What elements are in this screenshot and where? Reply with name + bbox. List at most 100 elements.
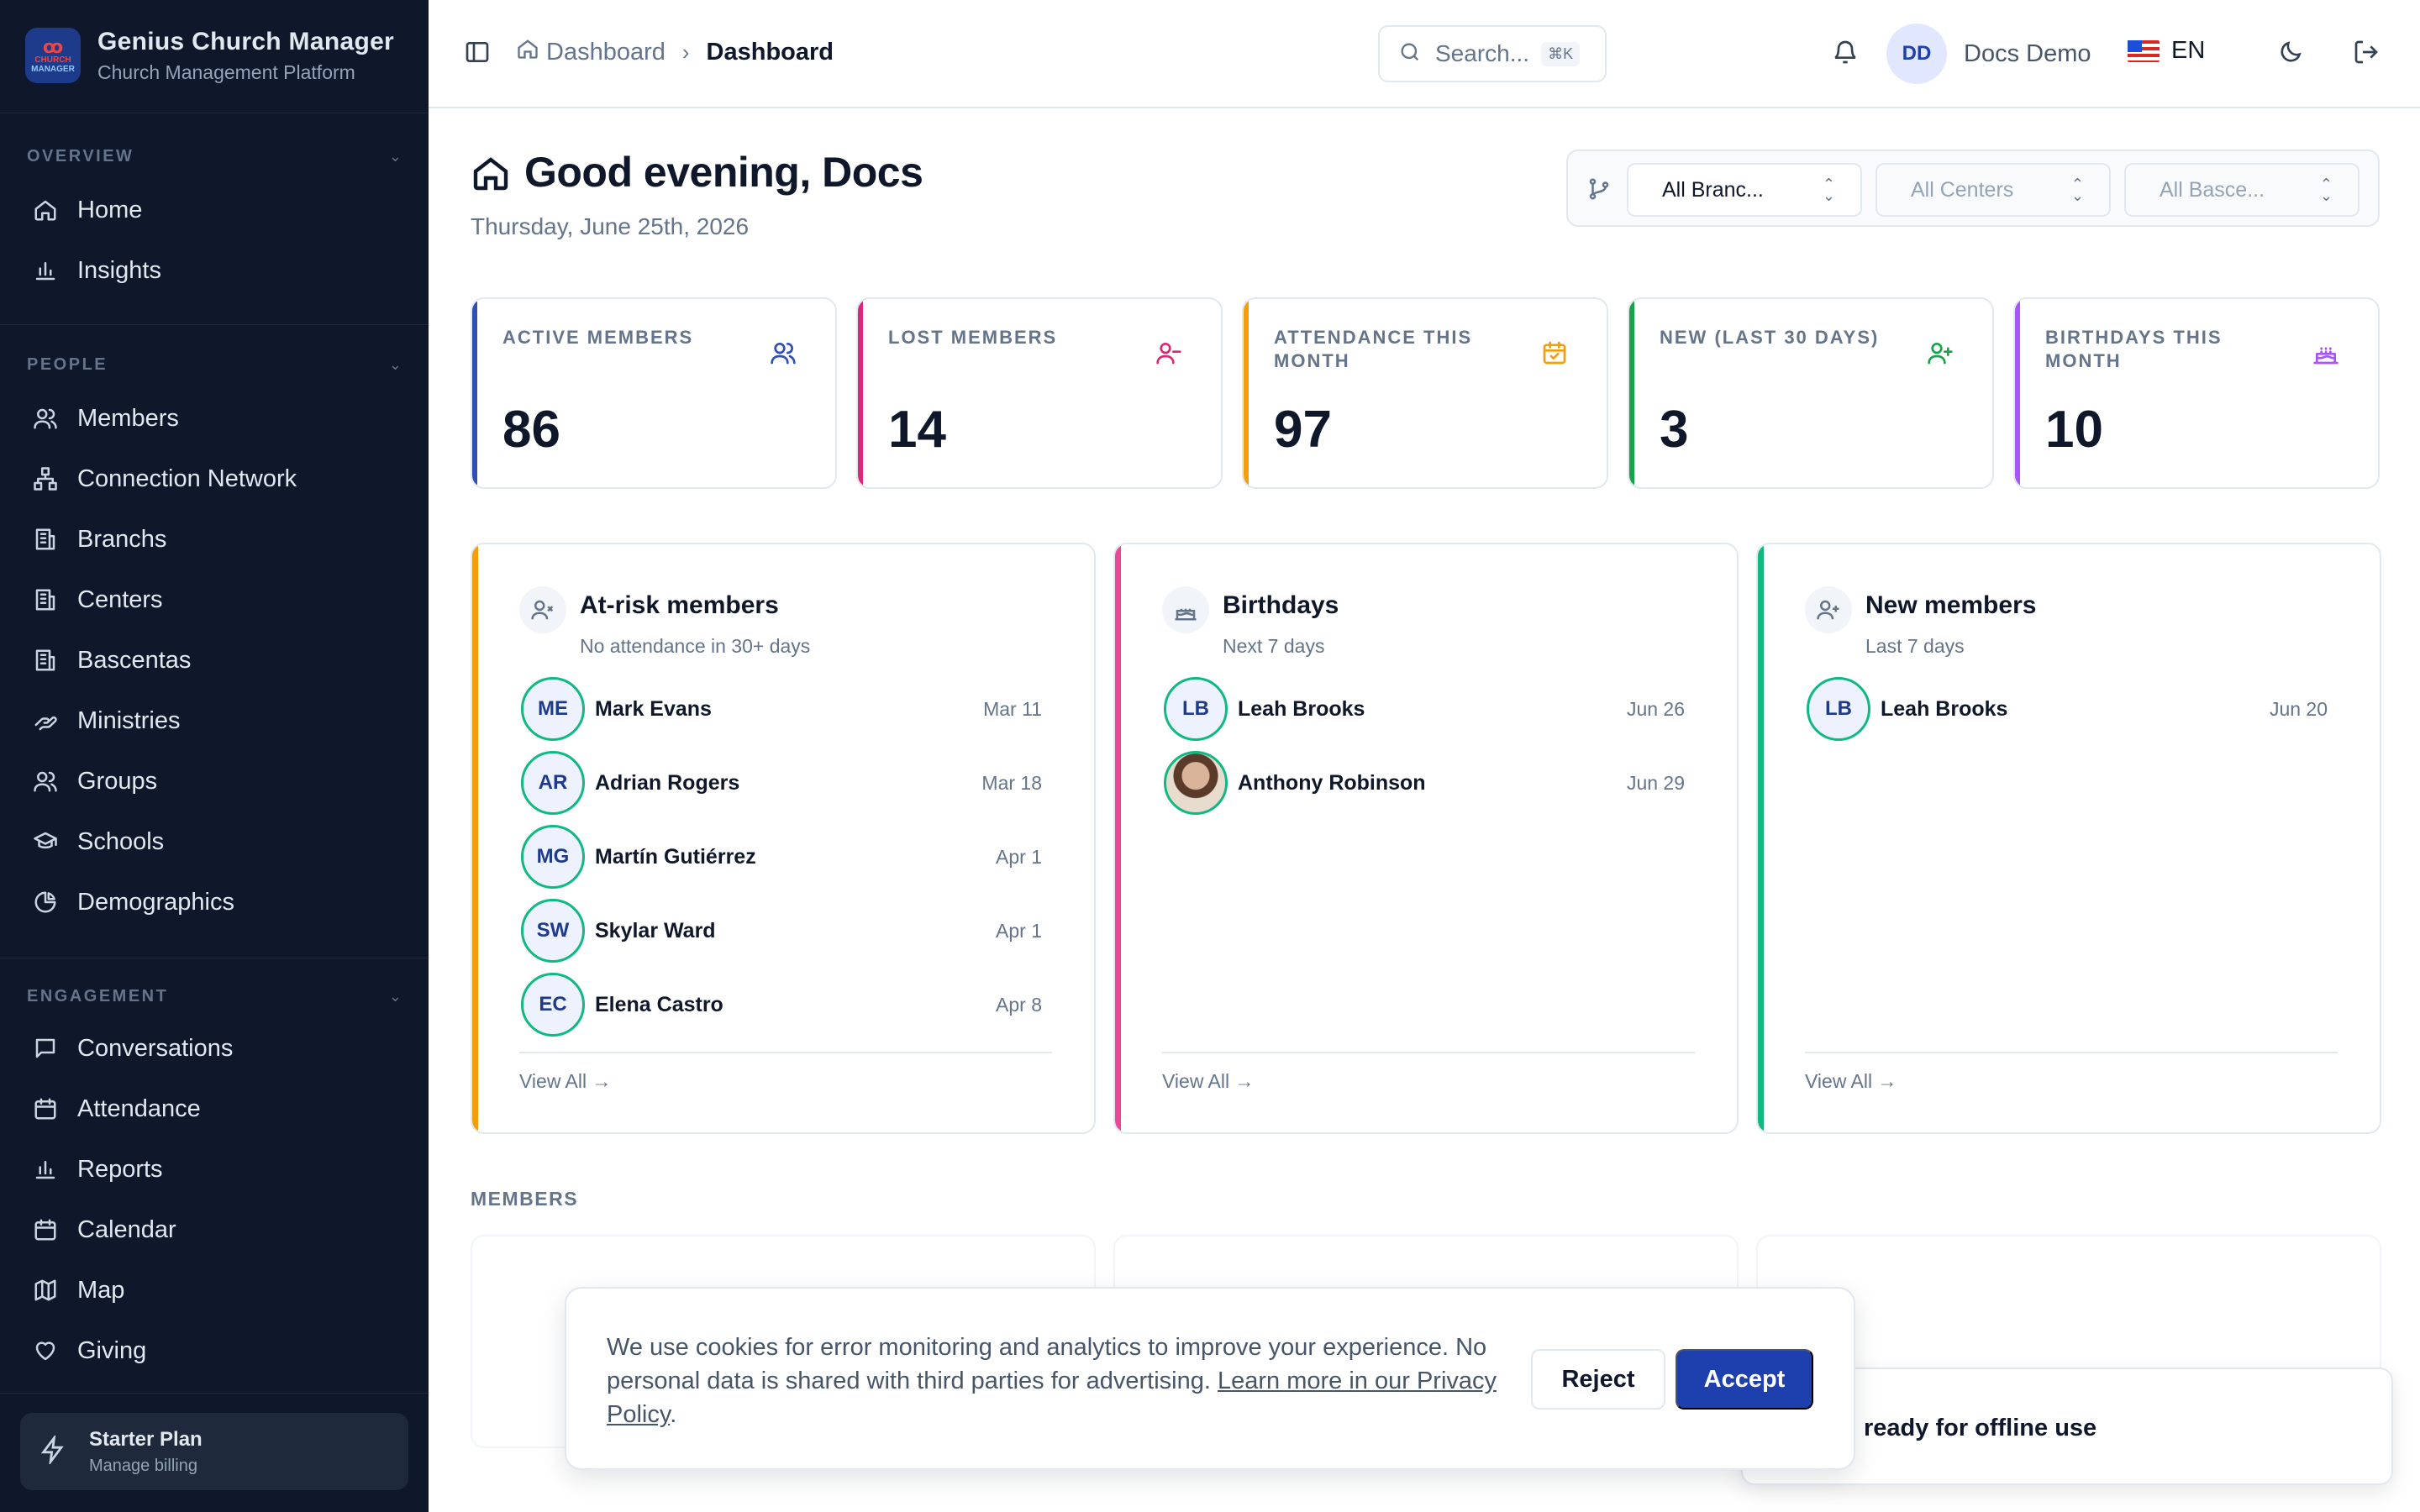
card-subtitle: Last 7 days bbox=[1865, 635, 1965, 657]
chevron-down-icon: ⌄ bbox=[388, 355, 402, 373]
sidebar-item-label: Schools bbox=[77, 827, 165, 855]
breadcrumb-link[interactable]: Dashboard bbox=[546, 38, 666, 66]
sidebar-item-schools[interactable]: Schools bbox=[20, 816, 408, 867]
brand[interactable]: ꝏ CHURCH MANAGER Genius Church Manager C… bbox=[25, 25, 394, 86]
building-icon bbox=[32, 647, 59, 674]
section-engagement[interactable]: ENGAGEMENT ⌄ bbox=[27, 979, 402, 1013]
user-x-icon bbox=[519, 586, 566, 633]
list-item[interactable]: AR Adrian Rogers Mar 18 bbox=[521, 751, 1045, 815]
reject-button[interactable]: Reject bbox=[1531, 1349, 1665, 1410]
member-name: Anthony Robinson bbox=[1238, 770, 1426, 795]
sidebar-item-demographics[interactable]: Demographics bbox=[20, 877, 408, 927]
graduation-cap-icon bbox=[32, 828, 59, 855]
bell-icon[interactable] bbox=[1832, 39, 1860, 67]
zap-icon bbox=[39, 1433, 67, 1468]
member-name: Leah Brooks bbox=[1238, 696, 1365, 721]
accept-button[interactable]: Accept bbox=[1676, 1349, 1813, 1410]
section-label: OVERVIEW bbox=[27, 146, 134, 165]
sidebar-divider bbox=[0, 324, 429, 325]
home-icon bbox=[471, 153, 511, 193]
list-item[interactable]: LB Leah Brooks Jun 20 bbox=[1807, 677, 2331, 741]
moon-icon[interactable] bbox=[2277, 39, 2306, 67]
sidebar-item-members[interactable]: Members bbox=[20, 393, 408, 444]
search-input[interactable]: Search... ⌘K bbox=[1378, 25, 1607, 82]
logout-icon[interactable] bbox=[2353, 39, 2381, 67]
language-switcher[interactable]: EN bbox=[2128, 37, 2205, 65]
sidebar-item-connection-network[interactable]: Connection Network bbox=[20, 454, 408, 504]
sidebar-item-conversations[interactable]: Conversations bbox=[20, 1023, 408, 1074]
sidebar-item-insights[interactable]: Insights bbox=[20, 245, 408, 296]
stat-card-lost-members[interactable]: LOST MEMBERS 14 bbox=[856, 297, 1223, 489]
stat-label: BIRTHDAYS THIS MONTH bbox=[2045, 327, 2223, 371]
sidebar-item-bascentas[interactable]: Bascentas bbox=[20, 635, 408, 685]
sidebar-item-attendance[interactable]: Attendance bbox=[20, 1084, 408, 1134]
bascenta-select[interactable]: All Basce... ⌃ ⌄ bbox=[2124, 163, 2360, 217]
sidebar-toggle-icon[interactable] bbox=[464, 39, 492, 67]
us-flag-icon bbox=[2128, 39, 2160, 62]
avatar: SW bbox=[521, 899, 585, 963]
pie-chart-icon bbox=[32, 889, 59, 916]
stat-card-attendance[interactable]: ATTENDANCE THIS MONTH 97 bbox=[1242, 297, 1608, 489]
sidebar-item-label: Home bbox=[77, 196, 143, 223]
sidebar-item-map[interactable]: Map bbox=[20, 1265, 408, 1315]
member-name: Leah Brooks bbox=[1881, 696, 2008, 721]
list-item[interactable]: LB Leah Brooks Jun 26 bbox=[1164, 677, 1688, 741]
members-section-label: MEMBERS bbox=[471, 1188, 579, 1210]
member-date: Mar 18 bbox=[981, 771, 1042, 794]
home-icon[interactable] bbox=[516, 37, 539, 67]
billing-plan-button[interactable]: Starter Plan Manage billing bbox=[20, 1413, 408, 1490]
view-all-link[interactable]: View All → bbox=[519, 1070, 612, 1092]
sidebar-item-ministries[interactable]: Ministries bbox=[20, 696, 408, 746]
list-item[interactable]: SW Skylar Ward Apr 1 bbox=[521, 899, 1045, 963]
stat-label: LOST MEMBERS bbox=[888, 327, 1058, 348]
card-subtitle: Next 7 days bbox=[1223, 635, 1325, 657]
sidebar-item-branchs[interactable]: Branchs bbox=[20, 514, 408, 564]
view-all-link[interactable]: View All → bbox=[1805, 1070, 1897, 1092]
sidebar-item-calendar[interactable]: Calendar bbox=[20, 1205, 408, 1255]
page-date: Thursday, June 25th, 2026 bbox=[471, 213, 750, 239]
calendar-icon bbox=[32, 1095, 59, 1122]
section-overview[interactable]: OVERVIEW ⌄ bbox=[27, 139, 402, 173]
stat-value: 86 bbox=[502, 401, 560, 459]
list-item[interactable]: ME Mark Evans Mar 11 bbox=[521, 677, 1045, 741]
sidebar-item-giving[interactable]: Giving bbox=[20, 1326, 408, 1376]
page-title: Good evening, Docs bbox=[524, 149, 923, 196]
member-date: Jun 20 bbox=[2269, 697, 2328, 720]
list-item[interactable]: MG Martín Gutiérrez Apr 1 bbox=[521, 825, 1045, 889]
member-name: Adrian Rogers bbox=[595, 770, 740, 795]
cookie-text: We use cookies for error monitoring and … bbox=[607, 1334, 1487, 1394]
stat-accent-bar bbox=[858, 299, 863, 487]
breadcrumb-current: Dashboard bbox=[706, 38, 834, 66]
sidebar-item-label: Insights bbox=[77, 256, 161, 284]
sidebar-item-centers[interactable]: Centers bbox=[20, 575, 408, 625]
chevron-down-icon: ⌄ bbox=[388, 987, 402, 1005]
list-item[interactable]: EC Elena Castro Apr 8 bbox=[521, 973, 1045, 1037]
filter-bar: All Branc... ⌃ ⌄ All Centers ⌃ ⌄ All Basce… bbox=[1566, 150, 2380, 227]
user-menu[interactable]: DD Docs Demo bbox=[1886, 24, 2091, 84]
list-item[interactable]: Anthony Robinson Jun 29 bbox=[1164, 751, 1688, 815]
view-all-link[interactable]: View All → bbox=[1162, 1070, 1255, 1092]
brand-title: Genius Church Manager bbox=[97, 27, 395, 55]
logo-text-bottom: MANAGER bbox=[31, 64, 75, 74]
sidebar-item-reports[interactable]: Reports bbox=[20, 1144, 408, 1194]
chevron-right-icon: › bbox=[681, 39, 690, 65]
section-people[interactable]: PEOPLE ⌄ bbox=[27, 348, 402, 381]
stat-card-active-members[interactable]: ACTIVE MEMBERS 86 bbox=[471, 297, 837, 489]
stat-card-birthdays[interactable]: BIRTHDAYS THIS MONTH 10 bbox=[2013, 297, 2380, 489]
sidebar-item-label: Map bbox=[77, 1276, 125, 1304]
sidebar-item-groups[interactable]: Groups bbox=[20, 756, 408, 806]
section-label: ENGAGEMENT bbox=[27, 986, 169, 1005]
stat-card-new-members[interactable]: NEW (LAST 30 DAYS) 3 bbox=[1628, 297, 1994, 489]
branch-select[interactable]: All Branc... ⌃ ⌄ bbox=[1627, 163, 1862, 217]
chevrons-up-down-icon: ⌃ ⌄ bbox=[1822, 176, 1835, 204]
sidebar: ꝏ CHURCH MANAGER Genius Church Manager C… bbox=[0, 0, 429, 1512]
sidebar-item-label: Centers bbox=[77, 585, 163, 613]
stat-label: ACTIVE MEMBERS bbox=[502, 327, 694, 348]
member-name: Elena Castro bbox=[595, 992, 723, 1016]
sidebar-item-label: Ministries bbox=[77, 706, 181, 734]
calendar-check-icon bbox=[1541, 339, 1568, 370]
center-select[interactable]: All Centers ⌃ ⌄ bbox=[1876, 163, 2111, 217]
sidebar-item-label: Members bbox=[77, 404, 179, 432]
privacy-policy-link[interactable]: Learn more in our Privacy Policy bbox=[607, 1368, 1497, 1428]
sidebar-item-home[interactable]: Home bbox=[20, 185, 408, 235]
